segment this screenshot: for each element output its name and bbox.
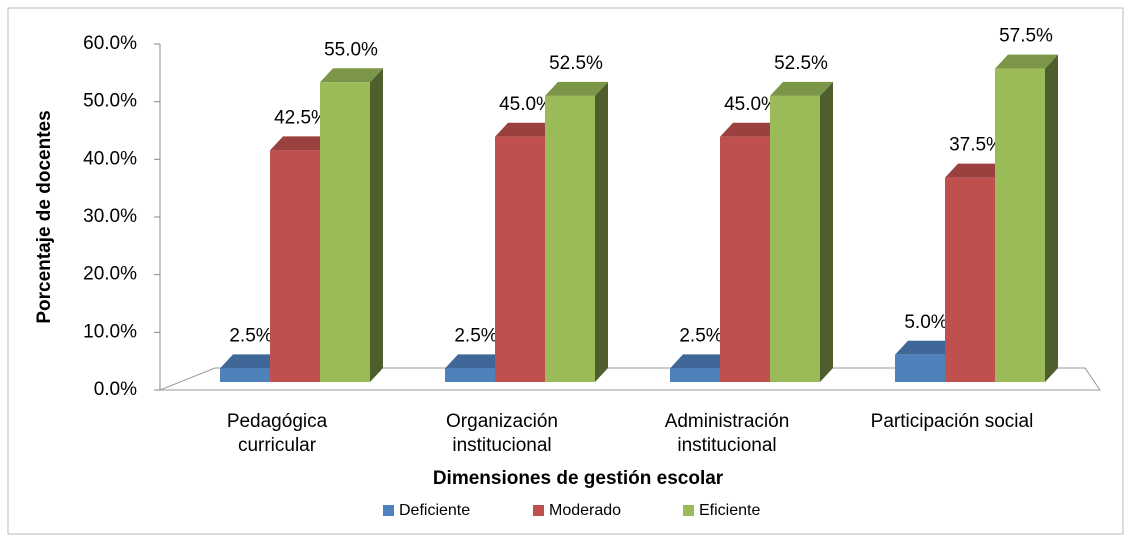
value-label: 52.5%: [774, 53, 828, 74]
value-label: 37.5%: [949, 135, 1003, 156]
value-label: 2.5%: [454, 325, 497, 346]
bar-front: [945, 177, 995, 382]
x-tick-label: Organización institucional: [446, 411, 558, 456]
bar-front: [895, 354, 945, 382]
x-axis-label: Dimensiones de gestión escolar: [433, 468, 724, 489]
bar-front: [545, 95, 595, 382]
bar-front: [445, 368, 495, 382]
bar-front: [995, 68, 1045, 382]
bar-top: [270, 136, 333, 151]
y-tick-label: 30.0%: [83, 206, 137, 227]
value-label: 5.0%: [904, 312, 947, 333]
bar: [770, 81, 833, 382]
bar-front: [720, 136, 770, 382]
legend-swatch: [533, 505, 544, 516]
bar-top: [320, 68, 383, 83]
legend-label: Deficiente: [399, 502, 470, 519]
bar-front: [670, 368, 720, 382]
legend-label: Eficiente: [699, 502, 760, 519]
bar-top: [995, 54, 1058, 69]
bar-side: [820, 81, 833, 382]
bar: [995, 54, 1058, 382]
value-label: 2.5%: [679, 325, 722, 346]
bar-top: [545, 81, 608, 96]
legend-label: Moderado: [549, 502, 621, 519]
bar-side: [1045, 54, 1058, 382]
bar-front: [495, 136, 545, 382]
bar: [545, 81, 608, 382]
y-tick-label: 60.0%: [83, 33, 137, 54]
value-label: 57.5%: [999, 26, 1053, 47]
bar-front: [270, 150, 320, 382]
bar: [320, 68, 383, 382]
value-label: 45.0%: [499, 94, 553, 115]
value-label: 52.5%: [549, 53, 603, 74]
x-tick-label: Participación social: [870, 411, 1034, 432]
bar-top: [945, 163, 1008, 178]
floor: [159, 367, 1101, 391]
legend-swatch: [383, 505, 394, 516]
bar-side: [595, 81, 608, 382]
y-tick-label: 0.0%: [94, 379, 137, 400]
y-tick-label: 20.0%: [83, 264, 137, 285]
y-tick-label: 40.0%: [83, 148, 137, 169]
bar-front: [770, 95, 820, 382]
value-label: 2.5%: [229, 325, 272, 346]
bar-top: [720, 122, 783, 137]
x-tick-label: Pedagógica curricular: [226, 411, 328, 456]
value-label: 42.5%: [274, 107, 328, 128]
value-label: 45.0%: [724, 94, 778, 115]
bar-top: [895, 340, 958, 355]
y-tick-label: 10.0%: [83, 321, 137, 342]
y-axis-label: Porcentaje de docentes: [34, 110, 55, 323]
bar-front: [220, 368, 270, 382]
bar-front: [320, 82, 370, 382]
bar-top: [770, 81, 833, 96]
bar-top: [220, 354, 283, 369]
y-tick-label: 50.0%: [83, 91, 137, 112]
bar-side: [370, 68, 383, 382]
legend-swatch: [683, 505, 694, 516]
bar-top: [445, 354, 508, 369]
bar-top: [670, 354, 733, 369]
x-tick-label: Administración institucional: [664, 411, 790, 456]
bar-top: [495, 122, 558, 137]
value-label: 55.0%: [324, 39, 378, 60]
